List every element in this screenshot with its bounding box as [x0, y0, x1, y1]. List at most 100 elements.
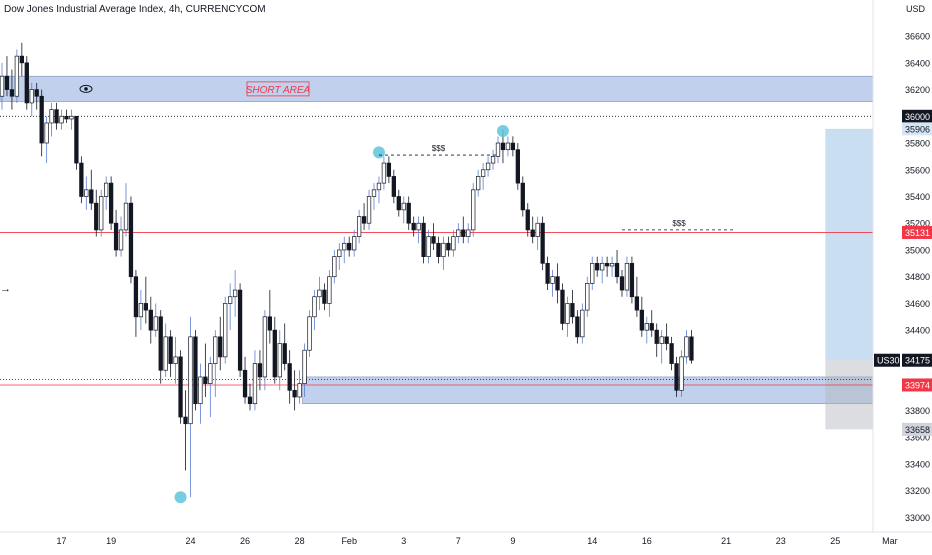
price-tag: [902, 422, 932, 436]
level-tag: [902, 109, 932, 123]
candle: [595, 262, 600, 271]
candle: [604, 262, 610, 267]
candle: [282, 343, 287, 364]
level-tag-label: 35131: [905, 228, 930, 238]
candle: [94, 202, 99, 231]
candle: [133, 276, 139, 318]
candle: [411, 222, 416, 231]
candle: [123, 202, 129, 231]
candle: [580, 309, 585, 338]
candle: [262, 316, 268, 378]
candle: [570, 303, 575, 318]
candle: [173, 356, 178, 364]
y-tick-label: 33400: [905, 459, 930, 469]
candle: [104, 182, 109, 197]
candle: [29, 89, 34, 104]
price-tag-label: 35906: [905, 124, 930, 134]
candle: [535, 222, 540, 237]
candle: [371, 189, 377, 197]
candle: [24, 62, 29, 104]
candle: [213, 336, 218, 364]
candle: [560, 289, 565, 324]
candle: [44, 122, 49, 144]
candle: [689, 336, 694, 361]
swing-marker: [372, 146, 385, 159]
level-tag: [902, 378, 932, 392]
price-tag: [902, 353, 932, 367]
candle: [515, 149, 520, 184]
x-tick-label: 16: [642, 536, 652, 546]
swing-marker: [496, 124, 509, 137]
candle: [54, 109, 59, 124]
candle: [456, 229, 461, 237]
zone-1: [302, 376, 874, 404]
candle: [49, 109, 54, 124]
candle: [381, 162, 387, 184]
candle: [629, 262, 635, 298]
candle: [0, 75, 5, 97]
candle: [337, 249, 342, 257]
candle: [84, 189, 89, 197]
candle: [153, 316, 158, 331]
candle: [416, 222, 421, 231]
y-tick-label: 33600: [905, 433, 930, 443]
candle: [451, 236, 456, 251]
eye-icon: [79, 84, 93, 93]
x-tick-label: 14: [587, 536, 597, 546]
y-tick-label: 35200: [905, 219, 930, 229]
y-tick-label: 36400: [905, 58, 930, 68]
candle: [654, 329, 659, 344]
x-tick-label: 9: [510, 536, 515, 546]
candle: [555, 276, 560, 291]
candle: [203, 376, 208, 384]
candle: [332, 256, 337, 278]
candle: [525, 209, 530, 231]
candle: [113, 222, 119, 251]
candle: [426, 236, 431, 257]
candle: [505, 142, 511, 151]
candle: [148, 309, 153, 331]
candle: [218, 336, 223, 358]
level-tag-label: 33974: [905, 380, 930, 390]
candle: [396, 196, 401, 211]
candle: [322, 289, 327, 304]
candle: [684, 336, 689, 358]
candle: [342, 242, 347, 251]
candle: [9, 89, 15, 97]
candle: [19, 55, 24, 64]
y-tick-label: 35600: [905, 165, 930, 175]
candle: [118, 229, 124, 251]
eye-icon-pupil: [84, 87, 88, 91]
candle: [361, 216, 367, 224]
candle: [297, 383, 302, 398]
x-tick-label: Feb: [341, 536, 357, 546]
price-axis-bg: [873, 0, 932, 550]
candle: [356, 216, 362, 237]
candle: [446, 242, 451, 251]
candle: [600, 262, 605, 271]
candle: [421, 222, 426, 257]
price-tag: [902, 122, 932, 136]
candle: [292, 389, 297, 398]
candle: [252, 363, 258, 405]
candle: [639, 309, 644, 331]
level-tag-label: 36000: [905, 112, 930, 122]
candle: [193, 336, 198, 405]
candle: [376, 182, 382, 191]
candle: [143, 303, 148, 311]
candle: [669, 343, 674, 364]
candle: [99, 196, 104, 231]
candle: [178, 356, 183, 418]
candle: [242, 369, 248, 398]
liquidity-label: $$$: [672, 219, 686, 228]
candle: [223, 303, 228, 358]
price-tag-label: 33658: [905, 425, 930, 435]
candle: [550, 276, 555, 284]
candle: [575, 316, 580, 338]
candle: [158, 316, 163, 371]
candle: [366, 196, 372, 224]
candle: [545, 262, 550, 284]
y-tick-label: 36600: [905, 32, 930, 42]
